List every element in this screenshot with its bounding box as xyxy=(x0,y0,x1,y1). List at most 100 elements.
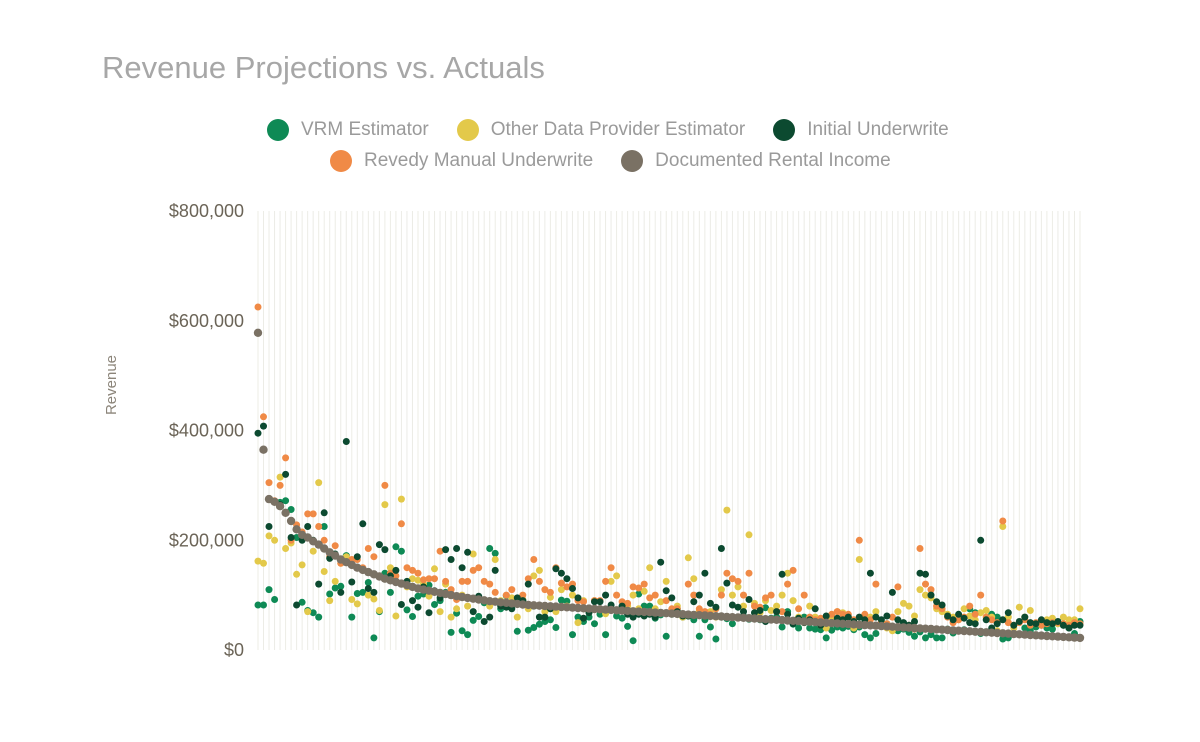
point-initial-underwrite xyxy=(414,603,422,611)
point-revedy-manual-underwrite xyxy=(629,583,637,591)
point-revedy-manual-underwrite xyxy=(734,577,742,585)
point-revedy-manual-underwrite xyxy=(828,610,836,618)
point-vrm-estimator xyxy=(922,634,929,642)
legend-item-documented-rental-income[interactable]: Documented Rental Income xyxy=(621,150,891,172)
point-vrm-estimator xyxy=(524,626,532,634)
point-initial-underwrite xyxy=(282,470,290,478)
point-vrm-estimator xyxy=(486,545,494,552)
point-other-data-provider-estimator xyxy=(364,591,372,599)
legend-item-vrm-estimator[interactable]: VRM Estimator xyxy=(267,119,429,141)
point-revedy-manual-underwrite xyxy=(502,591,510,599)
point-vrm-estimator xyxy=(872,630,880,637)
point-other-data-provider-estimator xyxy=(916,586,924,594)
point-initial-underwrite xyxy=(513,594,521,602)
point-revedy-manual-underwrite xyxy=(364,545,372,552)
point-revedy-manual-underwrite xyxy=(789,566,797,574)
point-initial-underwrite xyxy=(1076,621,1084,629)
point-initial-underwrite xyxy=(877,616,885,624)
point-revedy-manual-underwrite xyxy=(530,556,538,563)
point-initial-underwrite xyxy=(480,618,488,625)
point-revedy-manual-underwrite xyxy=(1037,621,1045,629)
point-revedy-manual-underwrite xyxy=(966,602,974,610)
point-revedy-manual-underwrite xyxy=(927,586,935,594)
legend-label-vrm-estimator: VRM Estimator xyxy=(301,119,429,140)
point-revedy-manual-underwrite xyxy=(861,610,869,618)
point-initial-underwrite xyxy=(254,429,262,437)
point-other-data-provider-estimator xyxy=(734,583,742,591)
point-initial-underwrite xyxy=(596,598,604,606)
point-initial-underwrite xyxy=(591,598,598,606)
point-revedy-manual-underwrite xyxy=(767,591,775,599)
point-revedy-manual-underwrite xyxy=(475,564,483,572)
point-vrm-estimator xyxy=(662,632,670,640)
point-initial-underwrite xyxy=(668,594,676,602)
point-initial-underwrite xyxy=(552,565,560,573)
point-other-data-provider-estimator xyxy=(982,607,990,614)
legend-item-revedy-manual-underwrite[interactable]: Revedy Manual Underwrite xyxy=(330,150,593,172)
point-vrm-estimator xyxy=(640,602,648,610)
point-initial-underwrite xyxy=(491,566,499,574)
point-revedy-manual-underwrite xyxy=(684,580,692,588)
point-other-data-provider-estimator xyxy=(894,608,902,616)
point-other-data-provider-estimator xyxy=(293,570,301,578)
point-initial-underwrite xyxy=(486,613,494,621)
point-other-data-provider-estimator xyxy=(960,605,968,613)
point-revedy-manual-underwrite xyxy=(458,577,466,585)
point-other-data-provider-estimator xyxy=(778,591,786,599)
point-revedy-manual-underwrite xyxy=(557,579,565,587)
point-revedy-manual-underwrite xyxy=(541,586,549,594)
point-initial-underwrite xyxy=(541,613,549,621)
legend-marker-documented-rental-income xyxy=(621,150,644,172)
point-vrm-estimator xyxy=(866,634,874,642)
point-initial-underwrite xyxy=(701,569,709,577)
point-initial-underwrite xyxy=(265,523,273,530)
point-other-data-provider-estimator xyxy=(640,587,648,595)
point-revedy-manual-underwrite xyxy=(833,608,841,616)
point-vrm-estimator xyxy=(728,620,736,628)
point-revedy-manual-underwrite xyxy=(988,616,996,624)
point-vrm-estimator xyxy=(530,624,538,631)
legend-label-documented-rental-income: Documented Rental Income xyxy=(655,150,891,171)
point-initial-underwrite xyxy=(933,598,941,606)
point-vrm-estimator xyxy=(326,590,334,598)
point-revedy-manual-underwrite xyxy=(795,605,803,613)
point-revedy-manual-underwrite xyxy=(977,591,985,599)
point-revedy-manual-underwrite xyxy=(955,616,963,624)
point-vrm-estimator xyxy=(348,613,356,621)
point-initial-underwrite xyxy=(397,601,405,608)
point-initial-underwrite xyxy=(662,587,670,595)
point-revedy-manual-underwrite xyxy=(519,591,527,599)
point-vrm-estimator xyxy=(353,590,361,597)
point-vrm-estimator xyxy=(475,613,483,620)
point-revedy-manual-underwrite xyxy=(872,580,880,588)
point-initial-underwrite xyxy=(425,609,433,617)
point-vrm-estimator xyxy=(469,616,477,624)
point-initial-underwrite xyxy=(375,541,383,549)
point-revedy-manual-underwrite xyxy=(265,479,273,487)
point-vrm-estimator xyxy=(337,582,345,590)
point-other-data-provider-estimator xyxy=(717,586,725,594)
point-initial-underwrite xyxy=(888,588,896,596)
point-other-data-provider-estimator xyxy=(431,565,438,573)
point-revedy-manual-underwrite xyxy=(304,510,312,518)
point-initial-underwrite xyxy=(1015,618,1023,625)
point-initial-underwrite xyxy=(855,613,863,621)
y-axis: $0 $200,000 $400,000 $600,000 $800,000 xyxy=(169,201,244,660)
point-initial-underwrite xyxy=(960,614,968,622)
point-initial-underwrite xyxy=(690,598,698,606)
point-initial-underwrite xyxy=(999,616,1007,624)
point-initial-underwrite xyxy=(966,619,974,627)
point-initial-underwrite xyxy=(712,603,720,611)
point-revedy-manual-underwrite xyxy=(392,572,400,580)
point-initial-underwrite xyxy=(866,569,874,577)
point-vrm-estimator xyxy=(397,547,405,555)
point-initial-underwrite xyxy=(822,612,830,620)
legend-item-other-data-provider-estimator[interactable]: Other Data Provider Estimator xyxy=(456,119,745,141)
legend-item-initial-underwrite[interactable]: Initial Underwrite xyxy=(773,119,949,141)
y-tick-label: $800,000 xyxy=(169,201,244,221)
point-vrm-estimator xyxy=(563,597,571,605)
point-other-data-provider-estimator xyxy=(541,608,549,616)
point-initial-underwrite xyxy=(982,616,990,624)
point-other-data-provider-estimator xyxy=(397,495,405,503)
point-other-data-provider-estimator xyxy=(265,532,273,540)
